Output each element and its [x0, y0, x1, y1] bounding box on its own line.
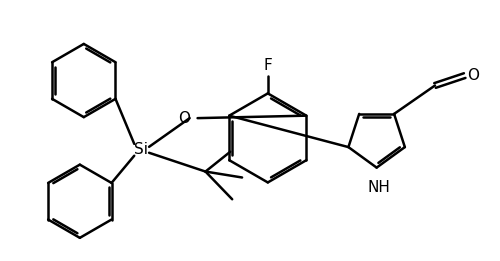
Text: Si: Si: [134, 142, 148, 157]
Text: O: O: [468, 68, 479, 83]
Text: F: F: [264, 58, 272, 73]
Text: NH: NH: [367, 180, 390, 195]
Text: O: O: [178, 111, 190, 126]
